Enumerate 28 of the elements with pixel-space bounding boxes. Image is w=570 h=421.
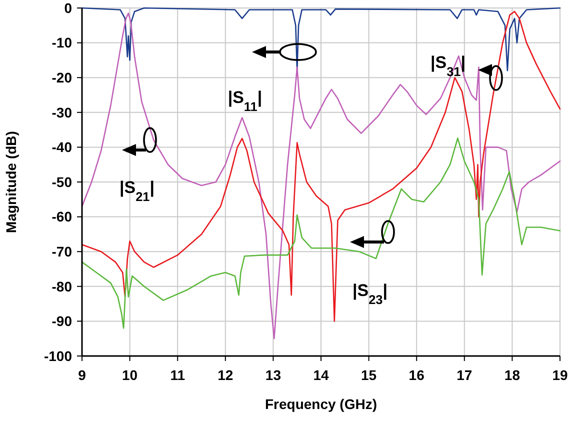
- x-axis-title: Frequency (GHz): [264, 396, 378, 412]
- x-tick-label: 11: [170, 367, 186, 383]
- y-tick-label: -10: [52, 34, 72, 51]
- x-tick-label: 16: [408, 367, 425, 383]
- annotation: |S$_{21}$|: [119, 178, 155, 204]
- annotation: |S$_{23}$|: [352, 280, 388, 306]
- y-tick-label: -70: [52, 244, 72, 260]
- x-tick-label: 19: [552, 367, 568, 383]
- y-tick-label: -20: [52, 70, 72, 86]
- x-tick-label: 10: [122, 367, 138, 383]
- y-tick-label: 0: [64, 0, 72, 16]
- y-axis-title: Magnitude (dB): [3, 131, 19, 233]
- y-tick-label: -30: [52, 104, 72, 120]
- y-tick-label: -100: [44, 348, 72, 364]
- x-tick-label: 14: [313, 367, 329, 383]
- y-tick-label: -50: [52, 174, 72, 190]
- y-tick-label: -40: [52, 139, 72, 156]
- y-tick-label: -60: [52, 208, 72, 225]
- x-tick-label: 17: [456, 367, 472, 383]
- line-series: [81, 138, 561, 329]
- y-tick-label: -80: [52, 278, 72, 294]
- x-tick-label: 9: [78, 367, 86, 383]
- annotation: |S$_{11}$|: [228, 88, 262, 114]
- x-tick-label: 15: [361, 367, 377, 383]
- x-tick-label: 12: [218, 367, 234, 383]
- y-tick-label: -90: [52, 313, 72, 330]
- x-tick-label: 13: [265, 367, 282, 383]
- x-tick-label: 18: [504, 367, 520, 383]
